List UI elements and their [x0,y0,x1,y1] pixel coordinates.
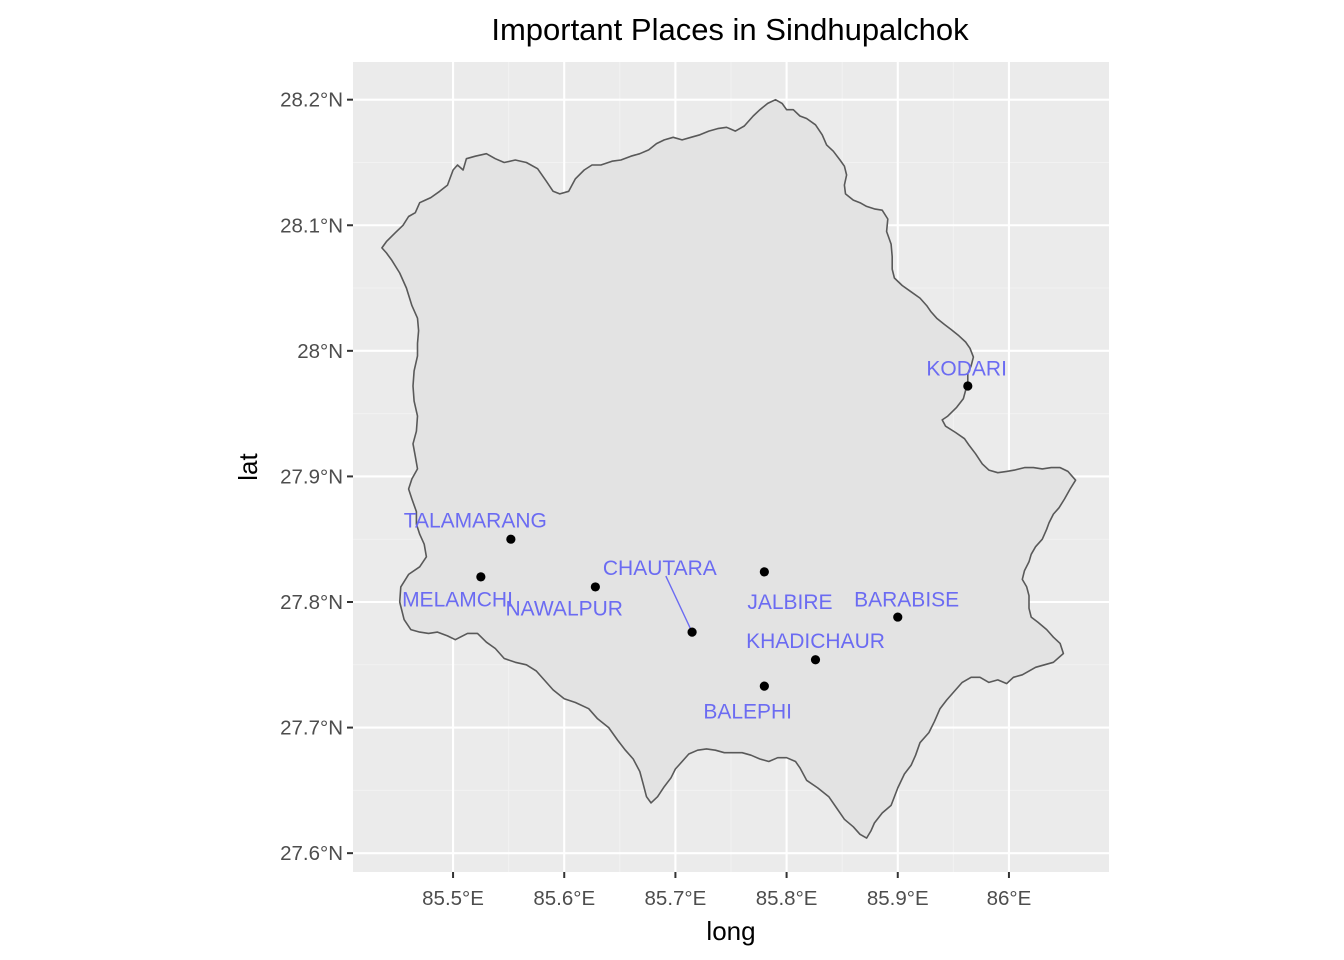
place-label: NAWALPUR [506,597,623,620]
x-axis-title: long [706,916,755,946]
place-label: BARABISE [854,588,959,611]
place-marker [759,567,769,577]
x-tick-label: 85.6°E [533,887,595,910]
x-tick-label: 86°E [987,887,1032,910]
place-label: JALBIRE [747,591,832,614]
place-marker [810,655,821,665]
y-tick-label: 27.8°N [280,591,343,614]
place-marker [687,627,697,637]
place-marker [506,534,516,544]
place-marker [590,582,600,592]
chart-title: Important Places in Sindhupalchok [491,12,969,47]
place-marker [963,381,973,391]
y-tick-label: 28.2°N [280,89,343,112]
x-tick-label: 85.8°E [756,887,818,910]
district-boundary [381,98,1077,839]
y-tick-label: 28°N [297,340,343,363]
x-tick-label: 85.7°E [645,887,707,910]
place-label: TALAMARANG [404,509,547,532]
x-tick-label: 85.9°E [867,887,929,910]
place-label: MELAMCHI [402,588,513,611]
x-tick-label: 85.5°E [422,887,484,910]
y-tick-label: 27.6°N [280,842,343,865]
place-label: KODARI [926,357,1007,380]
place-marker [893,612,903,622]
place-marker [476,572,486,582]
y-tick-label: 27.9°N [280,465,343,488]
place-marker [759,681,769,691]
place-label: KHADICHAUR [746,630,885,653]
place-label: CHAUTARA [603,557,717,580]
place-label: BALEPHI [703,700,792,723]
label-leader-line [665,575,693,633]
y-tick-label: 28.1°N [280,214,343,237]
y-tick-label: 27.7°N [280,717,343,740]
y-axis-title: lat [233,452,263,480]
